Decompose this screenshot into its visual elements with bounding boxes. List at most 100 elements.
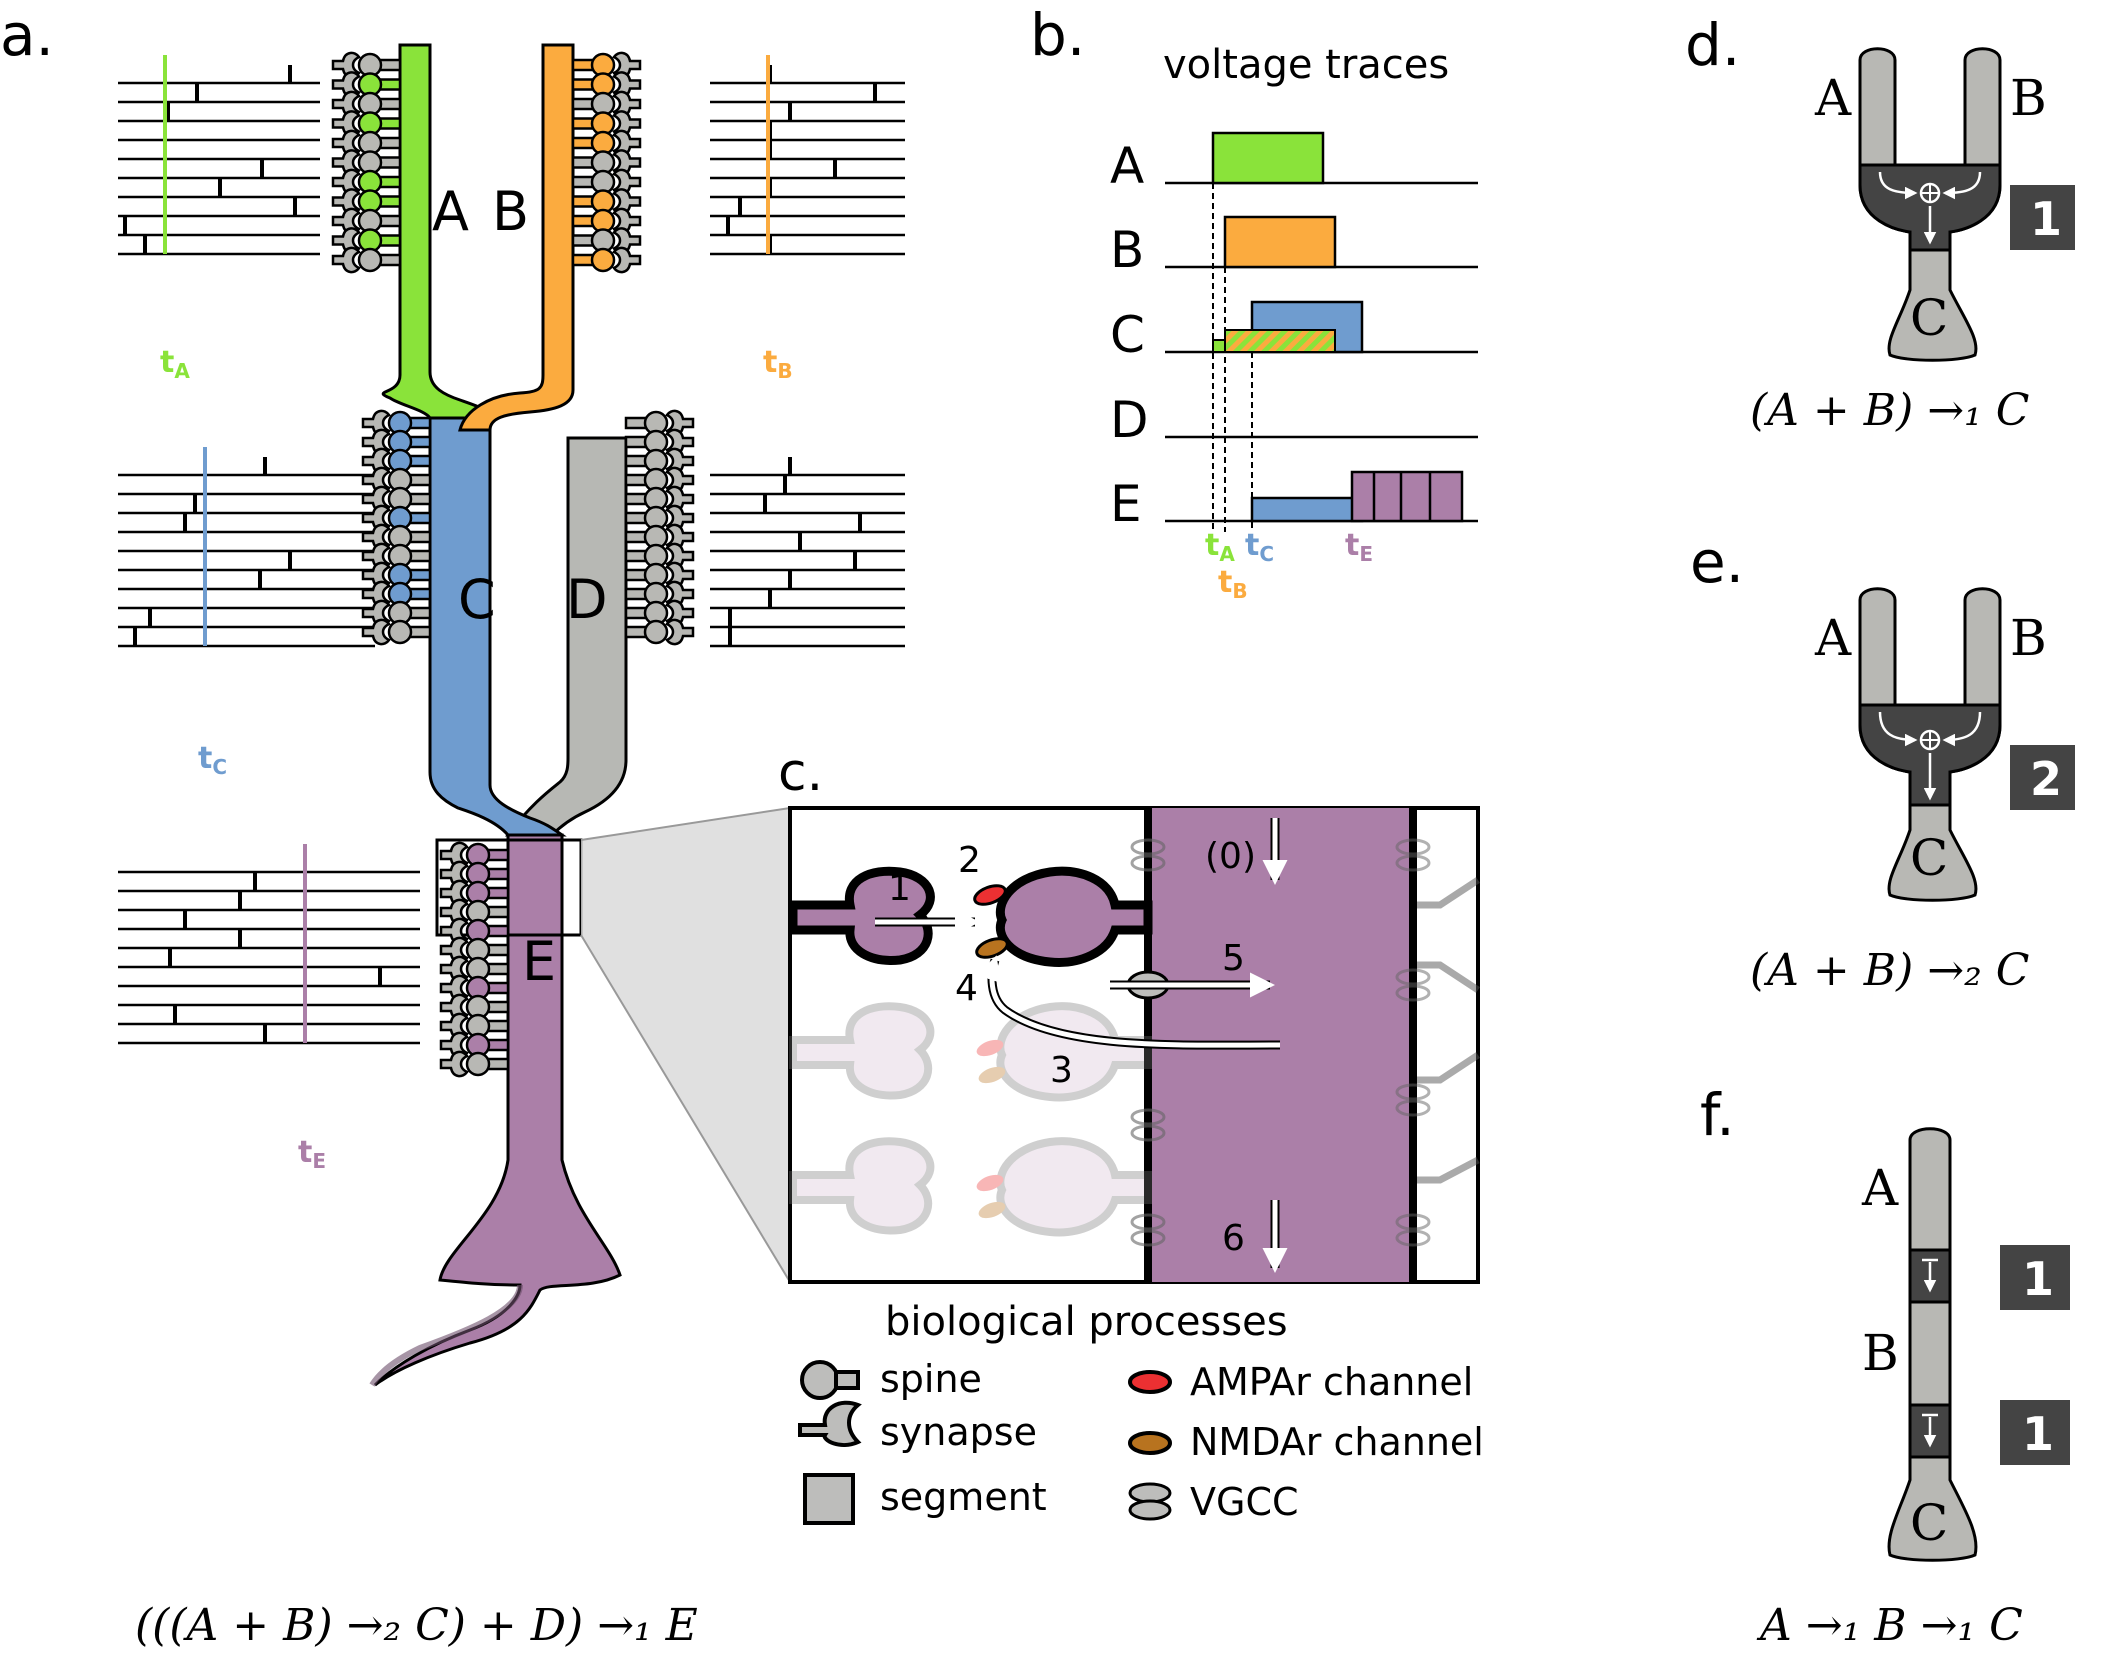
schematic-d-label-b: B bbox=[2010, 69, 2047, 127]
spine-icon bbox=[571, 227, 642, 254]
trace-label-b: B bbox=[1110, 221, 1144, 279]
vgcc-channels bbox=[1130, 838, 1431, 1247]
step-1: 1 bbox=[888, 868, 911, 909]
legend-synapse-icon bbox=[798, 1400, 862, 1447]
raster-group bbox=[710, 55, 905, 256]
vgcc-icon bbox=[1130, 1213, 1166, 1247]
raster-group bbox=[118, 844, 420, 1045]
legend-vgcc-icon bbox=[1128, 1482, 1172, 1521]
process-caption: biological processes bbox=[885, 1299, 1288, 1345]
schematic-f-label-b: B bbox=[1862, 1324, 1899, 1382]
spine-icon bbox=[331, 207, 402, 235]
badge-e-text: 2 bbox=[2030, 752, 2062, 806]
legend-synapse: synapse bbox=[880, 1410, 1037, 1454]
step-6: 6 bbox=[1222, 1218, 1245, 1259]
vgcc-icon bbox=[1395, 838, 1431, 872]
badge-d bbox=[2010, 185, 2075, 250]
badge-f-1 bbox=[2000, 1245, 2070, 1310]
branch-a bbox=[381, 43, 492, 420]
schematic-e-label-b: B bbox=[2010, 609, 2047, 667]
vgcc-icon bbox=[1130, 1108, 1166, 1142]
schematic-f-label-a: A bbox=[1861, 1159, 1899, 1217]
step-2: 2 bbox=[958, 840, 981, 881]
raster-group bbox=[118, 55, 320, 256]
branch-label-a: A bbox=[432, 180, 469, 243]
branch-d bbox=[505, 436, 628, 837]
schematic-f bbox=[1887, 1127, 2070, 1562]
panel-f-label: f. bbox=[1700, 1081, 1735, 1149]
badge-d-text: 1 bbox=[2030, 192, 2062, 246]
trace-row-labels: A B C D E bbox=[1110, 137, 1149, 533]
step-4: 4 bbox=[955, 968, 978, 1009]
legend-vgcc: VGCC bbox=[1190, 1480, 1299, 1524]
legend-nmdar: NMDAr channel bbox=[1190, 1420, 1484, 1464]
legend-spine-icon bbox=[800, 1360, 860, 1400]
time-label-tc: tC bbox=[198, 741, 227, 779]
badge-f-1-text: 1 bbox=[2022, 1252, 2054, 1306]
spine-icon bbox=[571, 129, 642, 157]
time-label-te: tE bbox=[298, 1135, 326, 1173]
trace-pulse-a bbox=[1211, 131, 1325, 185]
schematic-e-label-c: C bbox=[1910, 829, 1948, 887]
spine-icon bbox=[331, 168, 402, 196]
trace-time-tb: tB bbox=[1218, 565, 1248, 603]
step-3: 3 bbox=[1050, 1050, 1073, 1091]
schematic-e bbox=[1858, 587, 2075, 902]
formula-a: (((A + B) →₂ C) + D) →₁ E bbox=[135, 1600, 698, 1651]
spine-icon bbox=[624, 580, 695, 608]
spine-icon bbox=[331, 188, 402, 215]
formula-d: (A + B) →₁ C bbox=[1750, 385, 2029, 436]
spine-icon bbox=[571, 90, 642, 118]
legend-ampar: AMPAr channel bbox=[1190, 1360, 1473, 1404]
active-spine bbox=[995, 866, 1153, 967]
panel-d-label: d. bbox=[1685, 11, 1740, 79]
spine-icon bbox=[361, 485, 432, 513]
raster-group bbox=[710, 457, 905, 648]
panel-a-label: a. bbox=[0, 1, 54, 69]
raster-group bbox=[118, 447, 375, 648]
zoom-panel: (0) 1 2 3 4 5 6 bbox=[788, 806, 1480, 1284]
badge-f-2 bbox=[2000, 1400, 2070, 1465]
schematic-d-label-a: A bbox=[1814, 69, 1852, 127]
voltage-traces bbox=[1165, 131, 1478, 532]
traces-title: voltage traces bbox=[1163, 42, 1449, 88]
step-5: 5 bbox=[1222, 938, 1245, 979]
panel-b-label: b. bbox=[1030, 1, 1085, 69]
spine-icon bbox=[361, 618, 432, 646]
spine-icon bbox=[439, 1050, 510, 1078]
branch-label-c: C bbox=[458, 568, 496, 631]
formula-f: A →₁ B →₁ C bbox=[1756, 1600, 2023, 1651]
spine-icon bbox=[331, 246, 402, 274]
spine-icon bbox=[571, 71, 642, 98]
trace-summed-ab bbox=[1224, 329, 1336, 353]
legend-nmdar-icon bbox=[1128, 1431, 1172, 1455]
step-0: (0) bbox=[1205, 836, 1256, 877]
presynaptic-terminal bbox=[788, 866, 935, 965]
badge-f-2-text: 1 bbox=[2022, 1407, 2054, 1461]
spine-icon bbox=[624, 504, 695, 532]
vgcc-icon bbox=[1395, 968, 1431, 1002]
branch-label-e: E bbox=[522, 930, 556, 993]
spine-icon bbox=[624, 618, 695, 646]
spine-icon bbox=[571, 246, 642, 274]
schematic-d-label-c: C bbox=[1910, 289, 1948, 347]
spine-icon bbox=[331, 71, 402, 98]
panel-c-label: c. bbox=[778, 743, 823, 803]
legend-segment: segment bbox=[880, 1475, 1047, 1519]
trace-label-c: C bbox=[1110, 306, 1145, 364]
branch-b bbox=[458, 43, 575, 432]
trace-time-tc: tC bbox=[1245, 528, 1274, 566]
ampar-channel bbox=[973, 884, 1007, 906]
time-label-ta: tA bbox=[160, 345, 190, 383]
spine-icon bbox=[439, 955, 510, 983]
panel-e-label: e. bbox=[1690, 528, 1744, 596]
trace-label-a: A bbox=[1110, 137, 1144, 195]
spine-icon bbox=[439, 974, 510, 1002]
spine-icon bbox=[571, 188, 642, 215]
legend-ampar-icon bbox=[1128, 1370, 1172, 1394]
legend: spine synapse segment AMPAr channel NMDA… bbox=[798, 1357, 1484, 1525]
branch-label-b: B bbox=[492, 180, 529, 243]
spine-icon bbox=[331, 227, 402, 254]
legend-spine: spine bbox=[880, 1357, 982, 1401]
zoom-projection bbox=[581, 808, 790, 1282]
